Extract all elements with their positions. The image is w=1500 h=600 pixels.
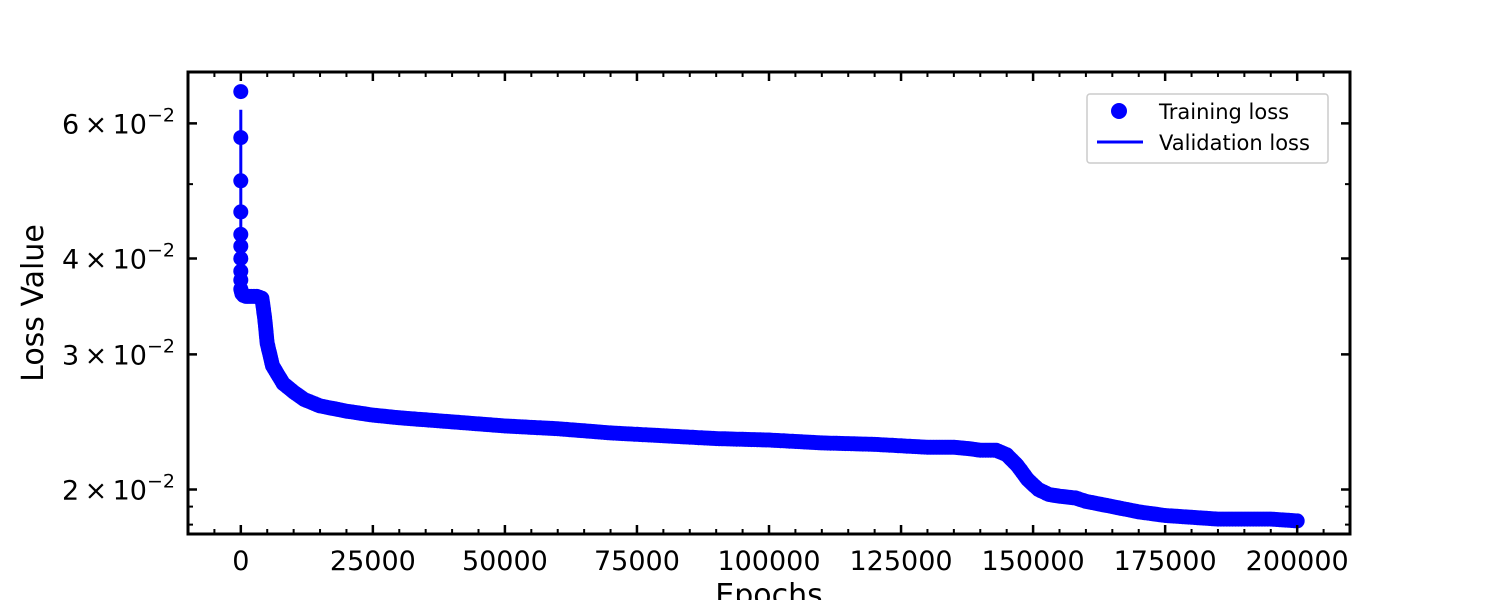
y-tick-exponent: −2 — [147, 335, 175, 357]
x-tick-label: 125000 — [850, 546, 953, 577]
series-layer — [233, 84, 1305, 529]
legend: Training loss Validation loss — [1086, 93, 1329, 164]
training-loss-point — [233, 204, 249, 220]
legend-box — [1086, 93, 1329, 164]
y-tick-mantissa: 6 × 10 — [62, 109, 147, 140]
x-axis-title: Epochs — [715, 578, 823, 600]
y-tick-mantissa: 3 × 10 — [62, 340, 147, 371]
y-tick-label: 4 × 10−2 — [62, 239, 175, 275]
y-axis-title: Loss Value — [16, 224, 51, 382]
x-tick-label: 100000 — [717, 546, 820, 577]
x-tick-label: 200000 — [1246, 546, 1349, 577]
training-loss-point — [233, 173, 249, 189]
training-loss-point — [233, 84, 249, 100]
validation-loss-line — [239, 109, 1298, 523]
y-tick-exponent: −2 — [147, 104, 175, 126]
x-tick-label: 25000 — [330, 546, 416, 577]
y-tick-mantissa: 2 × 10 — [62, 475, 147, 506]
y-tick-exponent: −2 — [147, 470, 175, 492]
y-tick-label: 2 × 10−2 — [62, 470, 175, 506]
ticks-layer: 0 25000 50000 75000 100000 125000 150000 175000… — [62, 71, 1350, 577]
y-tick-label: 6 × 10−2 — [62, 104, 175, 140]
x-tick-label: 150000 — [982, 546, 1085, 577]
y-tick-exponent: −2 — [147, 239, 175, 261]
y-tick-mantissa: 4 × 10 — [62, 244, 147, 275]
training-loss-point — [233, 226, 249, 242]
x-tick-label: 50000 — [462, 546, 548, 577]
x-tick-label: 0 — [232, 546, 249, 577]
legend-validation-label: Validation loss — [1159, 131, 1310, 155]
training-loss-point — [1289, 513, 1305, 529]
y-tick-label: 3 × 10−2 — [62, 335, 175, 371]
x-tick-label: 75000 — [594, 546, 680, 577]
plot-frame — [186, 70, 1352, 536]
legend-training-label: Training loss — [1158, 100, 1289, 124]
training-loss-point — [233, 251, 249, 266]
legend-training-marker — [1111, 103, 1127, 119]
training-loss-point — [233, 238, 249, 254]
training-loss-points — [233, 84, 1305, 529]
x-tick-label: 175000 — [1114, 546, 1217, 577]
training-loss-point — [233, 130, 249, 146]
